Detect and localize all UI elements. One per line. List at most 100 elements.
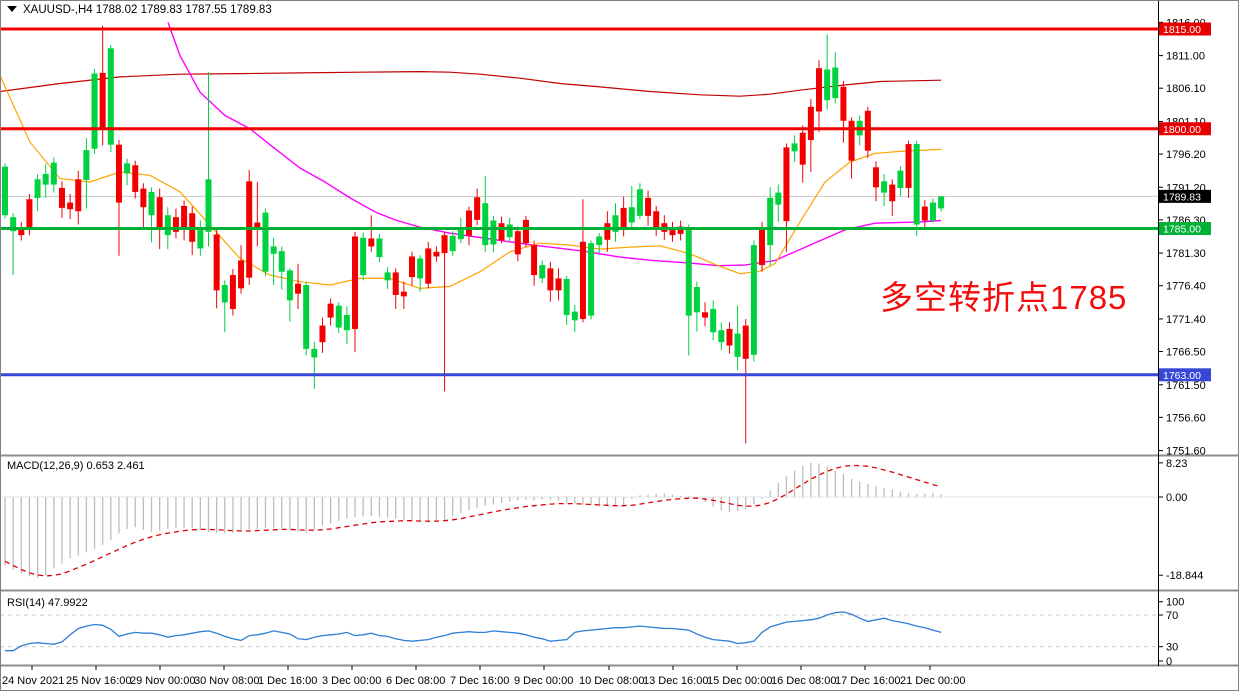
candle-body [343,314,350,331]
price-axis-label: 1781.30 [1166,248,1206,260]
candle-body [2,166,8,216]
time-axis-label: 25 Nov 16:00 [66,675,131,687]
price-badge-label: 1800.00 [1163,124,1201,136]
symbol-dropdown-icon[interactable] [7,6,17,12]
candle-body [164,215,171,236]
candle-body [881,181,888,193]
candle-body [465,210,472,236]
candle-body [124,163,131,174]
candle-body [352,236,359,329]
candle-body [685,227,692,316]
candle-body [229,275,236,309]
candle-body [449,235,456,252]
candle-body [270,246,277,254]
candle-body [783,147,790,222]
candle-body [653,211,660,228]
candle-body [816,68,822,112]
candle-body [205,179,212,232]
candle-body [531,245,538,276]
candle-body [612,215,619,232]
candle-body [588,243,595,316]
price-badge [1159,122,1211,136]
time-axis-label: 15 Dec 00:00 [707,675,772,687]
candle-body [392,272,399,295]
price-badge [1159,22,1211,36]
time-axis-label: 3 Dec 00:00 [322,675,381,687]
candle-body [824,69,831,101]
time-axis-label: 7 Dec 16:00 [450,675,509,687]
candle-body [645,197,652,216]
candle-body [286,270,293,301]
candle-body [278,251,285,272]
candle-body [832,67,839,99]
annotation-text: 多空转折点1785 [880,279,1127,316]
candle-body [67,202,74,210]
time-axis-label: 6 Dec 08:00 [386,675,445,687]
candle-body [83,150,90,180]
candle-body [34,179,41,198]
rsi-scale-label: 30 [1166,642,1178,654]
candle-body [295,283,302,294]
candle-body [303,285,310,349]
candle-body [221,285,228,303]
time-axis-label: 13 Dec 16:00 [643,675,708,687]
candle-body [921,206,928,221]
candle-body [474,197,481,220]
candle-body [604,223,611,240]
candle-body [181,205,188,230]
candle-body [75,179,82,212]
price-axis-label: 1756.60 [1166,412,1206,424]
candle-body [311,348,318,358]
candle-body [441,235,448,254]
candle-body [913,144,920,225]
candle-body [482,203,489,246]
time-axis-label: 16 Dec 08:00 [771,675,836,687]
candle-body [506,224,513,238]
candle-body [156,197,163,230]
price-axis-label: 1766.50 [1166,347,1206,359]
candle-body [596,236,603,246]
candle-body [409,256,415,278]
candle-body [799,132,806,165]
time-axis-label: 29 Nov 00:00 [130,675,195,687]
macd-signal-line [4,464,942,577]
price-axis-label: 1761.50 [1166,380,1206,392]
candle-body [628,207,635,223]
candle-body [563,279,570,315]
price-axis-label: 1776.40 [1166,281,1206,293]
candle-body [400,291,407,297]
candle-body [360,237,367,276]
candle-body [238,260,245,289]
time-axis-label: 1 Dec 16:00 [258,675,317,687]
candle-body [872,167,879,188]
macd-scale-label: 8.23 [1166,458,1187,470]
ma-slow-line [0,70,942,97]
candle-body [335,305,342,328]
candle-body [115,144,122,203]
price-badge [1159,189,1211,203]
candle-body [254,222,261,230]
candle-body [457,227,464,240]
candle-body [107,48,114,145]
time-axis-label: 24 Nov 2021 [2,675,64,687]
candle-body [498,223,505,241]
price-axis-label: 1806.10 [1166,83,1206,95]
candle-body [669,227,676,236]
plot-area[interactable] [0,22,1158,652]
price-axis-label: 1796.20 [1166,149,1206,161]
candle-body [718,330,725,343]
candle-body [742,325,749,359]
candle-body [767,197,774,246]
time-axis-label: 17 Dec 16:00 [835,675,900,687]
candle-body [490,220,497,245]
candle-body [433,251,440,257]
candle-body [710,308,717,333]
candle-body [636,189,643,216]
candle-body [889,184,896,202]
candle-body [579,241,586,319]
price-axis-label: 1751.60 [1166,446,1206,458]
price-badge [1159,222,1211,235]
